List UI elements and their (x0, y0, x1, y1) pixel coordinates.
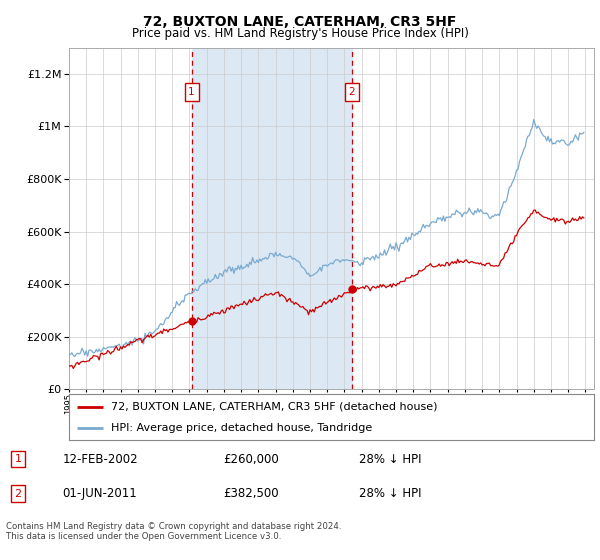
Bar (191, 48, 352, 389)
Text: HPI: Average price, detached house, Tandridge: HPI: Average price, detached house, Tand… (111, 423, 372, 433)
Text: 01-JUN-2011: 01-JUN-2011 (62, 487, 137, 500)
Text: Contains HM Land Registry data © Crown copyright and database right 2024.
This d: Contains HM Land Registry data © Crown c… (6, 522, 341, 542)
Text: 72, BUXTON LANE, CATERHAM, CR3 5HF (detached house): 72, BUXTON LANE, CATERHAM, CR3 5HF (deta… (111, 402, 437, 412)
Text: £382,500: £382,500 (223, 487, 278, 500)
Text: £260,000: £260,000 (223, 452, 278, 465)
Text: 28% ↓ HPI: 28% ↓ HPI (359, 452, 422, 465)
Text: 2: 2 (349, 87, 355, 97)
Text: Price paid vs. HM Land Registry's House Price Index (HPI): Price paid vs. HM Land Registry's House … (131, 27, 469, 40)
Text: 1: 1 (14, 454, 22, 464)
Text: 72, BUXTON LANE, CATERHAM, CR3 5HF: 72, BUXTON LANE, CATERHAM, CR3 5HF (143, 15, 457, 29)
Text: 12-FEB-2002: 12-FEB-2002 (62, 452, 138, 465)
Text: 2: 2 (14, 489, 22, 499)
Text: 28% ↓ HPI: 28% ↓ HPI (359, 487, 422, 500)
Text: 1: 1 (188, 87, 195, 97)
